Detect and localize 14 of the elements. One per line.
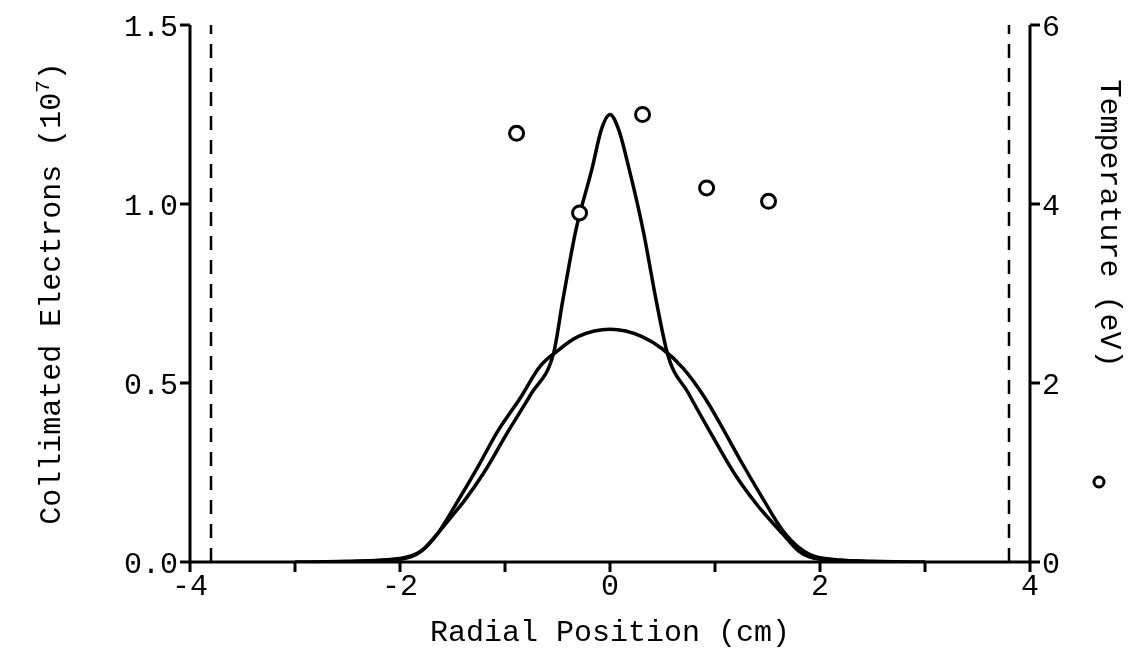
y-tick-label: 1.5 [123,10,178,45]
x-tick-label: 0 [600,570,620,605]
y2-axis-title: Temperature (eV) [1092,79,1126,368]
y2-tick-label: 2 [1042,368,1061,403]
y2-tick-label: 0 [1042,547,1061,582]
y-tick-label: 0.5 [123,368,178,403]
x-tick-label: 2 [810,570,830,605]
y-tick-label: 0.0 [123,547,178,582]
y2-tick-label: 6 [1042,10,1061,45]
x-tick-label: 4 [1020,570,1040,605]
y-tick-label: 1.0 [123,189,178,224]
x-axis-title: Radial Position (cm) [429,616,791,650]
y2-tick-label: 4 [1042,189,1061,224]
x-tick-label: -2 [381,570,419,605]
